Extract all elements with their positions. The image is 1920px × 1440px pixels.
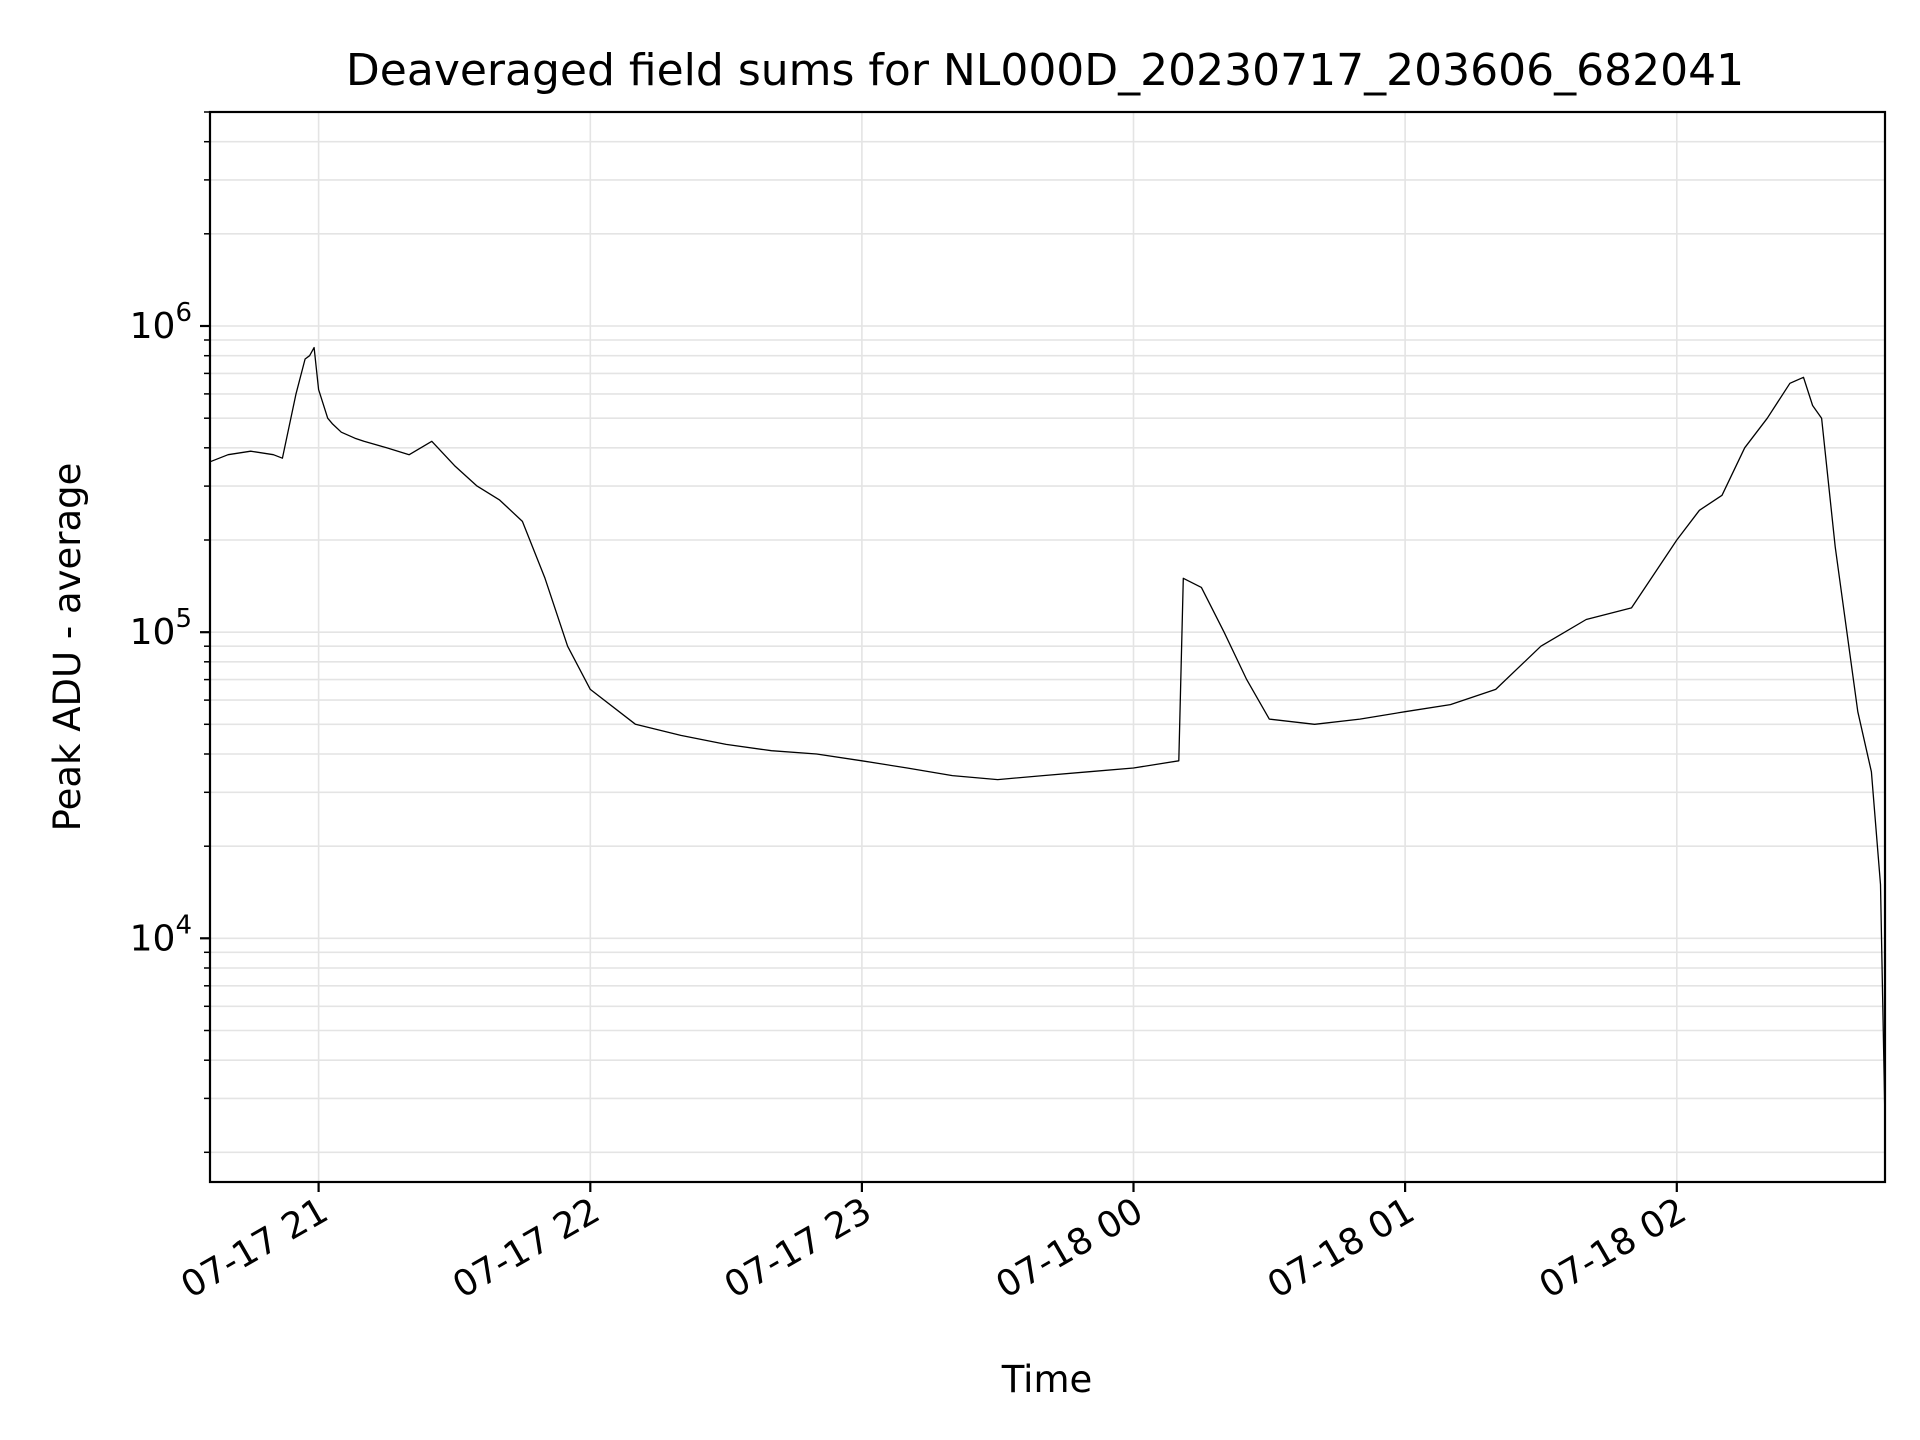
series-line <box>209 346 1886 1123</box>
chart-title: Deaveraged field sums for NL000D_2023071… <box>346 45 1744 96</box>
x-tick-label: 07-17 23 <box>718 1190 879 1306</box>
y-tick-label: 105 <box>130 604 192 653</box>
y-axis-title: Peak ADU - average <box>46 463 89 832</box>
y-tick-label: 104 <box>130 910 192 959</box>
x-axis-title: Time <box>1001 1358 1093 1401</box>
axis-ticks: 07-17 21 07-17 22 07-17 23 07-18 00 07-18 01… <box>130 111 1694 1307</box>
x-tick-label: 07-18 02 <box>1533 1190 1694 1306</box>
grid <box>210 111 1885 1182</box>
y-tick-label: 106 <box>130 298 192 347</box>
plot-frame <box>208 110 1887 1184</box>
x-tick-label: 07-18 00 <box>989 1190 1150 1306</box>
x-tick-label: 07-18 01 <box>1261 1190 1422 1306</box>
x-tick-label: 07-17 22 <box>446 1190 607 1306</box>
x-tick-label: 07-17 21 <box>174 1190 335 1306</box>
